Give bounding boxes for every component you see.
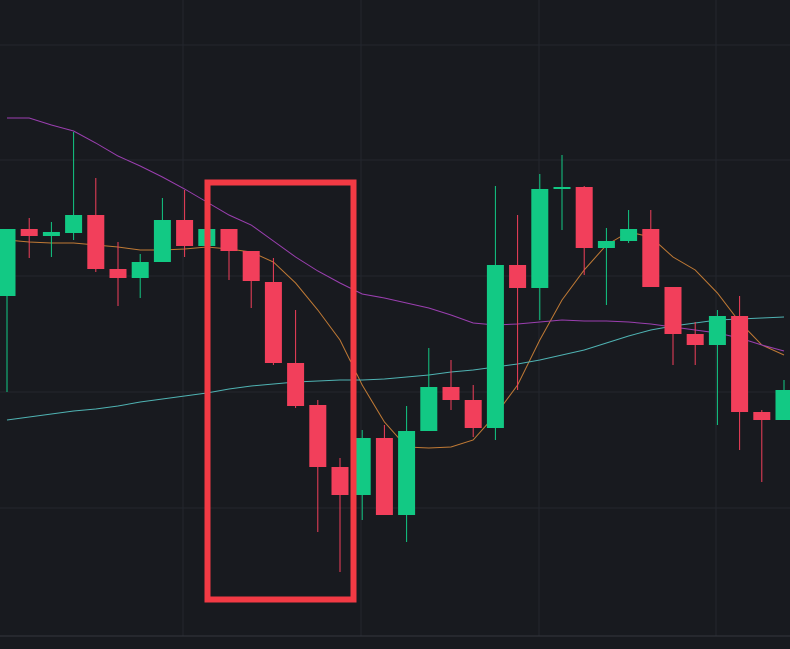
candle-body [176, 220, 194, 246]
plot-area [0, 117, 790, 572]
candle-body [242, 251, 260, 281]
candle-body [597, 241, 615, 248]
candle-body [531, 189, 549, 288]
candle-body [375, 438, 393, 515]
candle-body [131, 262, 149, 278]
candle-body [442, 387, 460, 400]
candle-body [620, 229, 638, 241]
candle-body [42, 232, 60, 236]
candle-body [553, 187, 571, 189]
candle-body [664, 287, 682, 334]
candle-body [109, 269, 127, 278]
candle-body [575, 187, 593, 248]
candle-body [509, 265, 527, 288]
moving-average-line [7, 117, 785, 352]
candle-body [731, 316, 749, 412]
candle-body [309, 405, 327, 467]
candle-body [153, 220, 171, 262]
candle-body [353, 438, 371, 495]
candle-body [20, 229, 38, 236]
highlight-box [204, 179, 357, 603]
candle-body [775, 390, 790, 420]
candle-body [331, 467, 349, 495]
candle-body [464, 400, 482, 428]
candle-body [753, 412, 771, 420]
candle-body [686, 334, 704, 345]
candle-body [398, 431, 416, 515]
candle-body [708, 316, 726, 345]
moving-average-line [6, 316, 785, 421]
candle-body [220, 229, 238, 251]
candle-body [642, 229, 660, 287]
candle-body [65, 215, 83, 233]
candle-body [420, 387, 438, 431]
candle-body [486, 265, 504, 428]
candle-body [87, 215, 105, 269]
candle-body [264, 282, 282, 363]
candle-body [0, 229, 16, 296]
candle-body [287, 363, 305, 406]
